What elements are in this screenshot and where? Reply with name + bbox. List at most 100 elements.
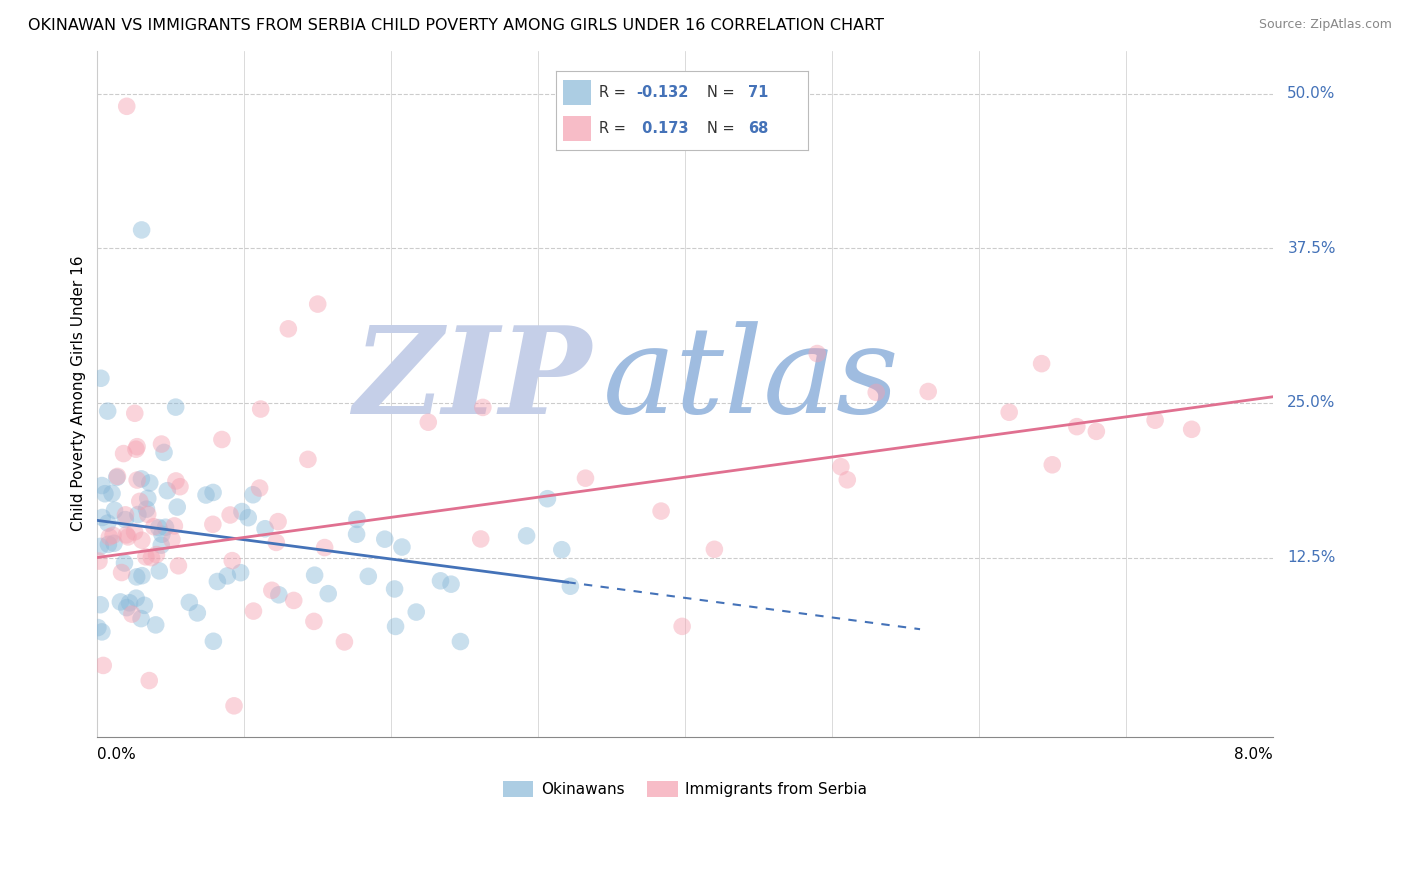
Point — [124, 406, 146, 420]
Point — [201, 517, 224, 532]
Point — [165, 400, 187, 414]
Point — [114, 556, 136, 570]
Point — [560, 579, 582, 593]
Point — [267, 515, 290, 529]
Point — [125, 440, 148, 454]
Point — [115, 600, 138, 615]
Point — [167, 558, 190, 573]
Point — [97, 537, 120, 551]
Point — [418, 415, 440, 429]
Point — [806, 346, 828, 360]
Point — [264, 535, 287, 549]
Point — [103, 536, 125, 550]
Point — [405, 605, 427, 619]
Point — [169, 480, 191, 494]
Point — [131, 533, 153, 548]
Point — [115, 528, 138, 542]
Point — [125, 442, 148, 457]
Point — [830, 459, 852, 474]
Point — [112, 446, 135, 460]
Point — [145, 548, 167, 562]
Text: 8.0%: 8.0% — [1234, 747, 1272, 762]
Point — [1144, 413, 1167, 427]
Point — [124, 524, 146, 539]
Point — [166, 500, 188, 514]
Point — [440, 577, 463, 591]
Point — [129, 612, 152, 626]
Point — [131, 568, 153, 582]
Point — [136, 508, 159, 522]
Point — [139, 475, 162, 490]
Point — [219, 508, 242, 522]
Point — [107, 469, 129, 483]
Point — [135, 502, 157, 516]
Point — [837, 473, 859, 487]
Point — [249, 402, 271, 417]
Point — [231, 505, 253, 519]
Text: Source: ZipAtlas.com: Source: ZipAtlas.com — [1258, 18, 1392, 31]
Point — [91, 510, 114, 524]
Point — [101, 528, 124, 542]
Point — [134, 599, 156, 613]
Point — [917, 384, 939, 399]
Legend: Okinawans, Immigrants from Serbia: Okinawans, Immigrants from Serbia — [495, 773, 875, 805]
Point — [242, 604, 264, 618]
Point — [1040, 458, 1063, 472]
Point — [125, 570, 148, 584]
Point — [90, 624, 112, 639]
Y-axis label: Child Poverty Among Girls Under 16: Child Poverty Among Girls Under 16 — [72, 256, 86, 532]
Point — [127, 473, 149, 487]
Point — [155, 520, 177, 534]
Point — [136, 491, 159, 506]
Point — [703, 542, 725, 557]
Point — [97, 404, 120, 418]
Point — [283, 593, 305, 607]
Point — [249, 481, 271, 495]
Point — [141, 550, 163, 565]
Point — [101, 486, 124, 500]
Point — [202, 485, 225, 500]
Point — [153, 445, 176, 459]
Point — [316, 587, 339, 601]
Point — [98, 530, 121, 544]
Point — [516, 529, 538, 543]
Point — [103, 503, 125, 517]
Point — [156, 483, 179, 498]
Point — [242, 488, 264, 502]
Point — [179, 595, 201, 609]
Text: 0.0%: 0.0% — [97, 747, 136, 762]
Point — [865, 385, 887, 400]
Point — [127, 508, 149, 522]
Point — [160, 533, 183, 547]
Point — [118, 596, 141, 610]
Point — [314, 541, 336, 555]
Point — [217, 569, 239, 583]
Point — [89, 598, 111, 612]
Point — [574, 471, 596, 485]
Point — [471, 401, 494, 415]
Point — [90, 371, 112, 385]
Point — [90, 478, 112, 492]
Point — [302, 615, 325, 629]
Point — [998, 405, 1021, 419]
Point — [429, 574, 451, 588]
Point — [110, 566, 132, 580]
Point — [650, 504, 672, 518]
Point — [115, 99, 138, 113]
Point — [114, 508, 136, 522]
Point — [221, 554, 243, 568]
Point — [148, 564, 170, 578]
Point — [384, 619, 406, 633]
Point — [1085, 425, 1108, 439]
Point — [145, 618, 167, 632]
Point — [202, 634, 225, 648]
Point — [87, 554, 110, 568]
Point — [148, 520, 170, 534]
Point — [536, 491, 558, 506]
Point — [165, 474, 187, 488]
Point — [449, 634, 471, 648]
Point — [346, 527, 368, 541]
Point — [150, 538, 173, 552]
Text: ZIP: ZIP — [353, 321, 591, 439]
Point — [470, 532, 492, 546]
